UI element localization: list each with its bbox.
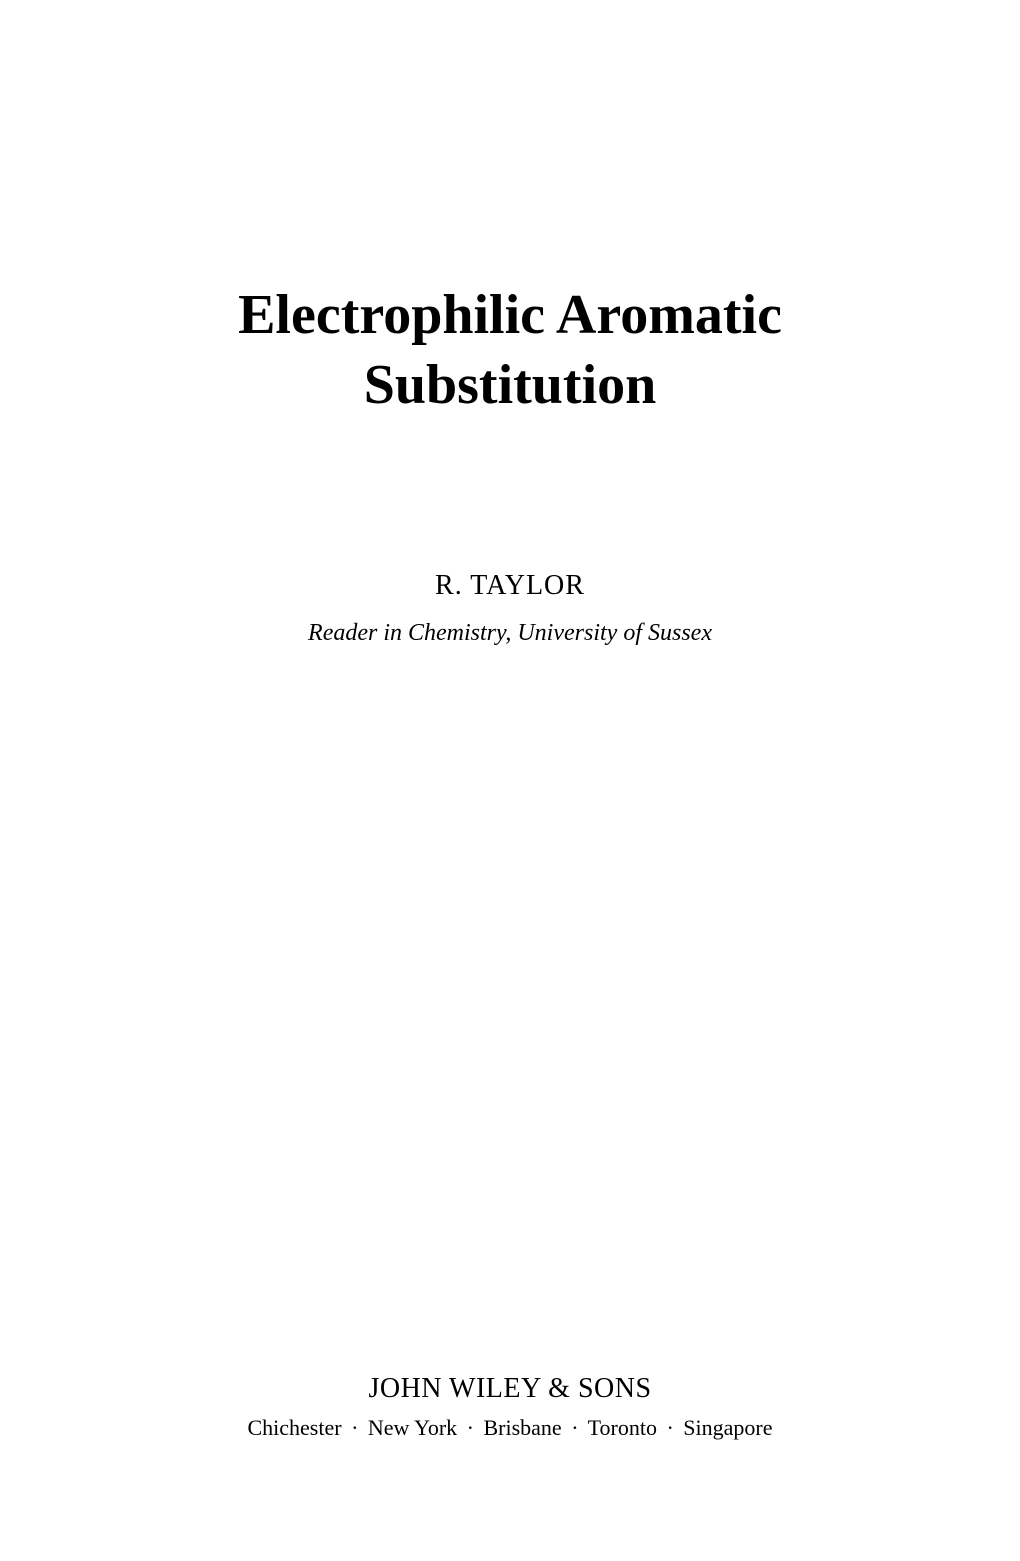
separator-icon: ·: [351, 1415, 358, 1440]
book-title-line-1: Electrophilic Aromatic: [100, 280, 920, 350]
location-2: New York: [368, 1415, 457, 1440]
publisher-locations: Chichester · New York · Brisbane · Toron…: [0, 1415, 1020, 1441]
publisher-block: JOHN WILEY & SONS Chichester · New York …: [0, 1373, 1020, 1441]
location-5: Singapore: [683, 1415, 772, 1440]
location-3: Brisbane: [483, 1415, 561, 1440]
separator-icon: ·: [666, 1415, 673, 1440]
title-page: Electrophilic Aromatic Substitution R. T…: [0, 0, 1020, 1561]
separator-icon: ·: [571, 1415, 578, 1440]
publisher-name: JOHN WILEY & SONS: [0, 1373, 1020, 1405]
location-4: Toronto: [588, 1415, 657, 1440]
location-1: Chichester: [247, 1415, 341, 1440]
book-title-line-2: Substitution: [100, 350, 920, 420]
author-name: R. TAYLOR: [100, 570, 920, 602]
separator-icon: ·: [467, 1415, 474, 1440]
author-block: R. TAYLOR Reader in Chemistry, Universit…: [100, 570, 920, 647]
author-affiliation: Reader in Chemistry, University of Susse…: [100, 620, 920, 647]
book-title-block: Electrophilic Aromatic Substitution: [100, 280, 920, 420]
